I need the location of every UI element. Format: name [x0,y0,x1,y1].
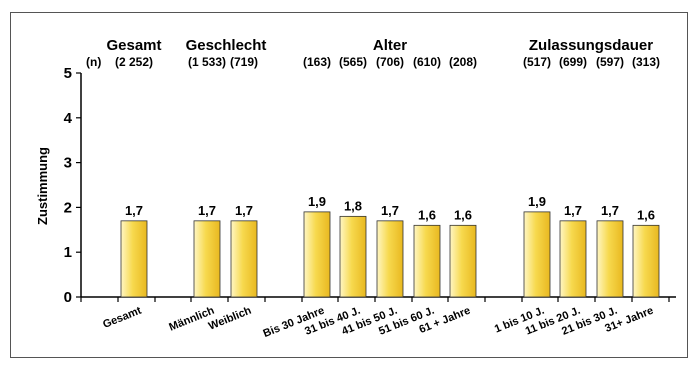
sample-size-label: (597) [596,55,624,69]
group-title: Gesamt [106,37,161,54]
y-axis-title: Zustimmung [35,147,50,225]
bar [449,224,477,298]
bar [559,220,587,298]
bar [230,220,258,298]
sample-size-label: (517) [523,55,551,69]
sample-size-label: (2 252) [115,55,153,69]
bar [596,220,624,298]
bar-value-label: 1,7 [564,203,582,218]
bar-value-label: 1,7 [125,203,143,218]
bar [523,211,551,298]
category-label: Weiblich [207,305,254,333]
chart-frame [10,12,688,358]
bar-value-label: 1,9 [308,194,326,209]
bar [303,211,331,298]
sample-size-label: (163) [303,55,331,69]
bar-value-label: 1,7 [235,203,253,218]
bar-value-label: 1,7 [198,203,216,218]
bar [413,224,441,298]
y-tick-label: 5 [64,65,72,82]
category-label: Gesamt [101,305,143,331]
y-tick-label: 1 [64,244,72,261]
bar [193,220,221,298]
group-title: Geschlecht [186,37,267,54]
y-tick-label: 3 [64,155,72,172]
sample-size-label: (719) [230,55,258,69]
bar-value-label: 1,6 [418,207,436,222]
bar [632,224,660,298]
bar [120,220,148,298]
n-prefix-label: (n) [86,55,101,69]
bar-value-label: 1,9 [528,194,546,209]
sample-size-label: (1 533) [188,55,226,69]
sample-size-label: (610) [413,55,441,69]
sample-size-label: (706) [376,55,404,69]
bar-value-label: 1,7 [381,203,399,218]
bar-value-label: 1,6 [454,207,472,222]
group-title: Zulassungsdauer [529,37,653,54]
y-tick-label: 4 [64,110,73,127]
y-tick-label: 2 [64,199,72,216]
bar-value-label: 1,6 [637,207,655,222]
bar [376,220,404,298]
sample-size-label: (699) [559,55,587,69]
group-title: Alter [373,37,407,54]
bar-value-label: 1,7 [601,203,619,218]
bar [339,215,367,298]
sample-size-label: (208) [449,55,477,69]
bar-value-label: 1,8 [344,198,362,213]
y-tick-label: 0 [64,289,72,306]
sample-size-label: (313) [632,55,660,69]
sample-size-label: (565) [339,55,367,69]
